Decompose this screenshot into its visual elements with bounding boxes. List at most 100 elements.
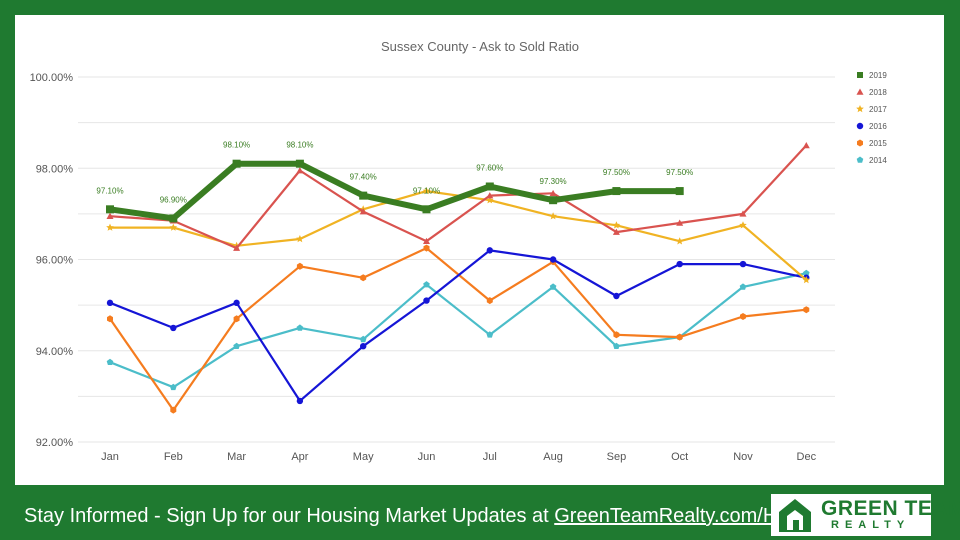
y-tick-label: 96.00% [36, 255, 74, 267]
y-tick-label: 92.00% [36, 437, 74, 449]
marker-2014 [739, 283, 747, 290]
marker-2018 [612, 228, 620, 235]
legend-label: 2018 [869, 88, 887, 97]
x-tick-label: Apr [291, 451, 308, 463]
marker-2018 [739, 210, 747, 217]
marker-2019 [232, 159, 241, 168]
data-label: 97.50% [666, 168, 693, 177]
data-label: 97.60% [476, 164, 503, 173]
marker-2018 [549, 189, 557, 197]
marker-2019 [295, 159, 304, 168]
marker-2014 [549, 283, 557, 290]
marker-2014 [233, 342, 240, 349]
marker-2019 [612, 187, 621, 196]
marker-2018 [106, 212, 114, 219]
marker-2017 [802, 276, 811, 284]
marker-2017 [422, 187, 431, 195]
marker-legend-2018 [856, 88, 864, 95]
y-tick-label: 98.00% [36, 163, 74, 175]
data-label: 97.10% [96, 186, 123, 195]
marker-2018 [486, 192, 494, 199]
logo-line-2: REALTY [831, 519, 911, 531]
marker-2017 [169, 223, 178, 231]
marker-2016 [170, 324, 177, 332]
marker-2015 [107, 315, 113, 323]
marker-2015 [296, 262, 303, 270]
series-line-2018 [109, 144, 808, 250]
marker-2016 [486, 247, 493, 254]
legend-label: 2014 [869, 156, 887, 165]
marker-2018 [296, 167, 304, 174]
y-tick-label: 94.00% [36, 346, 74, 358]
x-tick-label: Aug [543, 451, 563, 463]
data-label: 97.50% [603, 168, 630, 177]
ask-to-sold-chart: Sussex County - Ask to Sold Ratio 92.00% 9… [30, 39, 888, 463]
y-tick-label: 100.00% [30, 72, 74, 84]
marker-legend-2019 [857, 72, 863, 78]
marker-2017 [106, 223, 114, 231]
marker-2016 [233, 299, 240, 307]
legend-label: 2015 [869, 139, 887, 148]
series-line-2016 [109, 249, 807, 402]
marker-2014 [486, 331, 494, 338]
legend-label: 2019 [869, 71, 887, 80]
marker-2018 [233, 244, 241, 251]
marker-2019 [359, 191, 368, 200]
series-line-2019 [109, 160, 680, 222]
marker-2018 [423, 237, 430, 245]
green-team-logo: GREEN TEAM REALTY [771, 494, 960, 536]
series-line-2014 [109, 272, 807, 389]
legend-label: 2016 [869, 122, 887, 131]
marker-2017 [739, 221, 747, 229]
x-tick-label: May [353, 451, 374, 463]
footer-link[interactable]: GreenTeamRealty.com/HMU [554, 505, 809, 527]
marker-2015 [233, 315, 240, 323]
marker-legend-2016 [856, 122, 864, 130]
data-label: 96.90% [160, 195, 187, 204]
logo-line-1: GREEN TEAM [821, 497, 960, 520]
marker-2015 [613, 331, 620, 339]
data-label: 97.40% [350, 173, 377, 182]
x-tick-label: Mar [227, 451, 246, 463]
marker-2018 [676, 219, 684, 226]
marker-2016 [423, 297, 430, 304]
marker-2016 [739, 260, 747, 268]
marker-2017 [675, 237, 684, 245]
marker-2014 [106, 358, 114, 365]
marker-2019 [675, 187, 684, 196]
marker-2019 [106, 205, 114, 214]
chart-title: Sussex County - Ask to Sold Ratio [381, 39, 579, 54]
marker-2015 [486, 297, 493, 305]
marker-2014 [170, 383, 177, 391]
marker-2019 [169, 214, 178, 223]
marker-2015 [360, 274, 367, 282]
marker-2019 [485, 182, 494, 191]
marker-2015 [740, 313, 746, 320]
marker-2014 [613, 342, 620, 349]
x-tick-label: Jun [418, 451, 436, 463]
x-tick-label: Sep [607, 451, 627, 463]
marker-2018 [359, 208, 367, 215]
marker-2014 [359, 335, 367, 343]
x-tick-label: Feb [164, 451, 183, 463]
marker-2018 [802, 141, 810, 149]
marker-2016 [360, 342, 367, 350]
marker-legend-2014 [856, 156, 864, 163]
marker-2014 [423, 281, 430, 288]
house-icon [779, 499, 811, 532]
marker-2019 [549, 196, 558, 205]
marker-2017 [612, 221, 621, 229]
x-tick-label: Dec [797, 451, 817, 463]
legend-label: 2017 [869, 105, 887, 114]
marker-2017 [549, 212, 557, 220]
marker-legend-2017 [856, 105, 864, 113]
marker-2017 [486, 196, 494, 204]
marker-2016 [613, 292, 620, 300]
chart-panel: Sussex County - Ask to Sold Ratio 92.00% 9… [15, 15, 944, 485]
marker-2016 [549, 256, 557, 263]
footer-banner: Stay Informed - Sign Up for our Housing … [24, 505, 808, 528]
marker-legend-2015 [857, 139, 863, 147]
series-line-2015 [109, 247, 807, 412]
marker-2019 [422, 205, 431, 214]
data-label: 97.30% [540, 177, 567, 186]
